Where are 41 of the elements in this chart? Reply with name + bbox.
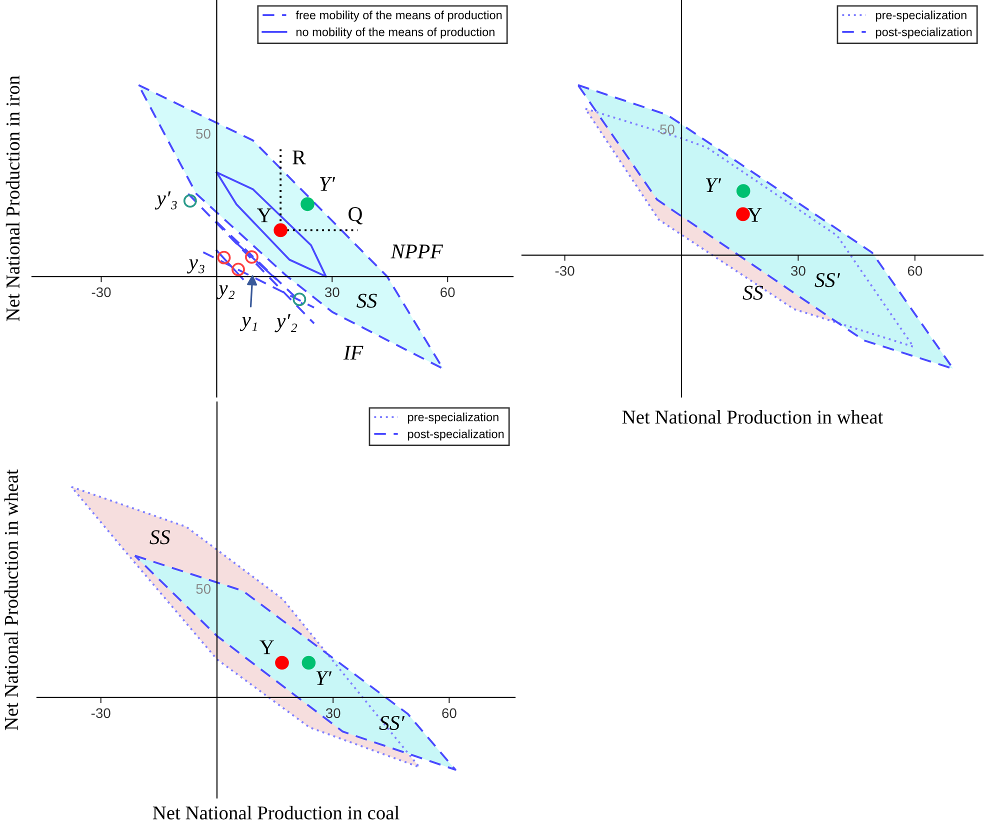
y-axis-title: Net National Production in iron (6, 76, 20, 322)
annotation: Y (260, 640, 274, 654)
annotation: R (292, 150, 306, 164)
annotation: 50 (660, 124, 674, 134)
legend-label: post-specialization (876, 28, 972, 39)
annotation: 50 (196, 584, 211, 594)
annotation: Y′ (706, 178, 722, 192)
annotation: y′₃ (154, 191, 177, 210)
annotation: SS′ (379, 716, 405, 730)
annotation: SS′ (814, 273, 840, 288)
annotation: Y′ (320, 177, 336, 191)
annotation: SS (742, 286, 764, 300)
legend-label: no mobility of the means of production (296, 28, 494, 39)
legend-label: post-specialization (408, 430, 504, 441)
y-axis-title: Net National Production in wheat (4, 469, 18, 730)
x-tick-label: -30 (91, 708, 110, 718)
x-tick-label: 60 (440, 287, 455, 298)
legend-label: free mobility of the means of production (296, 10, 502, 22)
annotation: Y (257, 208, 272, 222)
legend-label: pre-specialization (408, 412, 498, 424)
legend-label: pre-specialization (876, 10, 966, 22)
annotation: y′₂ (274, 314, 297, 332)
annotation: y₃ (187, 259, 204, 274)
x-tick-label: 30 (326, 708, 340, 718)
annotation: SS (356, 294, 377, 308)
annotation: 50 (196, 128, 210, 139)
x-tick-label: 60 (908, 266, 922, 276)
annotation: NPPF (390, 244, 444, 258)
x-tick-label: 30 (324, 287, 340, 298)
x-tick-label: -30 (555, 266, 574, 276)
annotation: y₂ (216, 285, 235, 300)
x-tick-label: -30 (92, 287, 111, 298)
x-axis-title: Net National Production in wheat (622, 410, 884, 424)
annotation: SS (150, 530, 170, 544)
annotation: IF (343, 346, 364, 360)
x-tick-label: 30 (791, 266, 806, 276)
x-axis-title: Net National Production in coal (152, 806, 400, 820)
annotation: y₁ (240, 316, 257, 332)
annotation: Y′ (316, 671, 332, 685)
annotation: Q (348, 207, 362, 224)
x-tick-label: 60 (442, 708, 456, 718)
